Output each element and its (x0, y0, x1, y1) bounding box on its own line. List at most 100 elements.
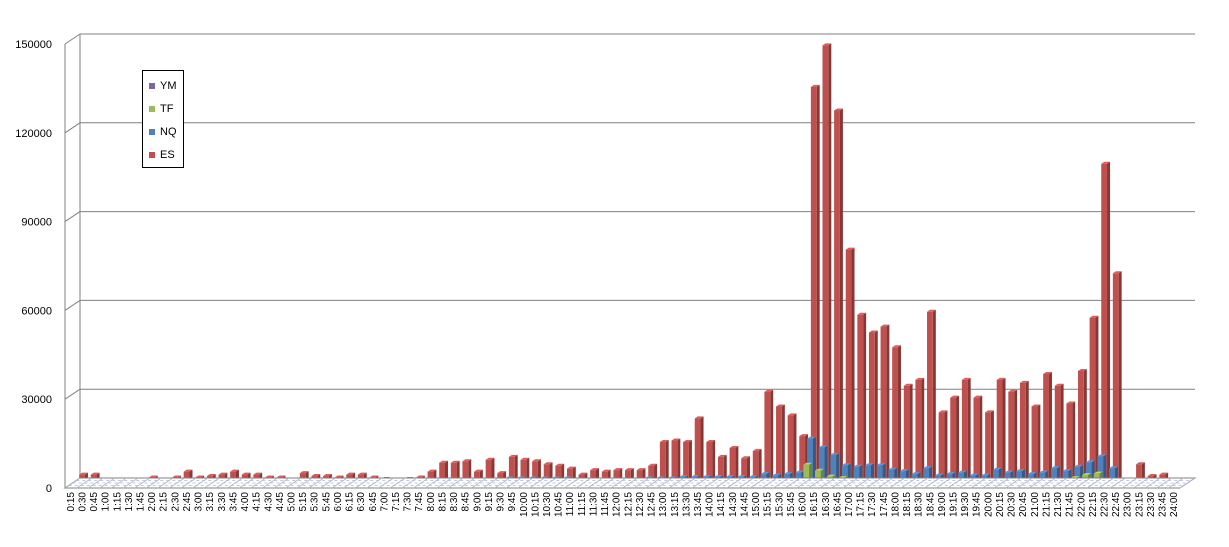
y-tick-label: 120000 (15, 128, 52, 140)
bar-top (346, 472, 356, 475)
bar-top (795, 470, 805, 473)
bar-top (148, 475, 158, 478)
x-axis: 0:15 0:30 0:45 1:00 1:15 1:30 1:45 2:00 2:15 2:30… (63, 477, 1197, 517)
floor-divider (842, 477, 859, 489)
x-tick-label: 5:00 (286, 492, 297, 512)
bar-es (694, 416, 704, 481)
bar-side (746, 456, 750, 481)
bar-front (818, 447, 825, 483)
bar-top (717, 454, 727, 457)
bar-top (888, 467, 898, 470)
bar-side (839, 108, 843, 481)
bar-top (555, 463, 565, 466)
gridline-slant (64, 211, 81, 223)
bar-es (590, 468, 600, 481)
bar-side (537, 459, 541, 481)
legend-swatch-es (149, 152, 155, 158)
bar-top (1097, 454, 1107, 457)
x-tick-label: 2:00 (147, 492, 158, 512)
bar-top (323, 474, 332, 477)
bar-es (1112, 271, 1122, 481)
bar-es (892, 345, 901, 481)
x-tick-label: 16:30 (821, 492, 832, 517)
bar-side (688, 440, 692, 481)
floor-divider (808, 477, 824, 489)
x-tick-label: 7:15 (391, 492, 402, 512)
bar-top (741, 456, 750, 459)
bar-nq (1097, 454, 1107, 483)
floor-divider (599, 477, 615, 489)
bar-top (218, 472, 228, 475)
x-tick-label: 22:30 (1100, 492, 1111, 517)
floor-divider (320, 477, 336, 489)
x-tick-label: 6:00 (333, 492, 344, 512)
bar-es (903, 383, 913, 481)
floor-divider (517, 477, 534, 489)
bar-top (1004, 470, 1014, 473)
bar-front (853, 466, 860, 483)
bar-side (1095, 315, 1099, 481)
y-tick-label: 0 (46, 483, 52, 495)
bar-top (172, 475, 181, 478)
floor-divider (471, 477, 487, 489)
gridline-slant (64, 33, 81, 45)
legend-item-tf: TF (149, 102, 173, 116)
bar-es (915, 377, 925, 481)
bar-top (311, 474, 321, 477)
floor-divider (448, 477, 464, 489)
floor-divider (482, 477, 499, 489)
floor-divider (831, 477, 847, 489)
bar-top (1066, 401, 1076, 404)
bar-top (981, 473, 991, 476)
x-tick-label: 21:00 (1030, 492, 1041, 517)
bar-front (764, 391, 771, 481)
floor-divider (1144, 477, 1161, 489)
bar-front (1008, 391, 1015, 481)
bar-front (508, 456, 515, 481)
bar-side (836, 452, 840, 483)
bar-top (683, 440, 692, 443)
bar-top (1089, 315, 1099, 318)
bar-es (671, 438, 681, 481)
bar-side (897, 345, 901, 481)
bar-front (1112, 273, 1119, 481)
floor-divider (668, 477, 685, 489)
bar-front (671, 440, 678, 481)
legend-swatch-tf (149, 106, 155, 112)
bar-side (863, 312, 867, 481)
floor-divider (761, 477, 778, 489)
x-tick-label: 18:15 (902, 492, 913, 517)
x-tick-label: 18:45 (925, 492, 936, 517)
floor-divider (331, 477, 348, 489)
bar-front (1078, 370, 1084, 481)
x-tick-label: 23:45 (1158, 492, 1169, 517)
bar-es (961, 377, 971, 481)
bar-side (921, 377, 925, 481)
bar-side (549, 462, 553, 481)
x-tick-label: 5:45 (321, 492, 332, 512)
bar-front (807, 438, 813, 483)
x-tick-label: 15:15 (763, 492, 774, 517)
bar-front (876, 465, 883, 483)
bar-es (764, 389, 774, 481)
x-tick-label: 15:00 (751, 492, 762, 517)
x-tick-label: 3:15 (205, 492, 216, 512)
bar-front (1016, 471, 1022, 483)
bar-front (474, 471, 480, 481)
bar-top (183, 469, 193, 472)
bar-top (659, 440, 669, 443)
bar-front (1054, 385, 1061, 481)
bar-es (787, 413, 797, 481)
bar-top (590, 468, 600, 471)
bar-side (770, 389, 774, 481)
bar-front (299, 473, 306, 481)
floor-divider (146, 477, 162, 489)
floor-divider (993, 477, 1010, 489)
x-tick-label: 12:00 (612, 492, 623, 517)
floor-divider (1121, 477, 1138, 489)
bar-es (566, 466, 576, 481)
bar-side (874, 330, 878, 481)
bar-side (712, 440, 716, 481)
floor-divider (1040, 477, 1056, 489)
bar-top (927, 309, 936, 312)
